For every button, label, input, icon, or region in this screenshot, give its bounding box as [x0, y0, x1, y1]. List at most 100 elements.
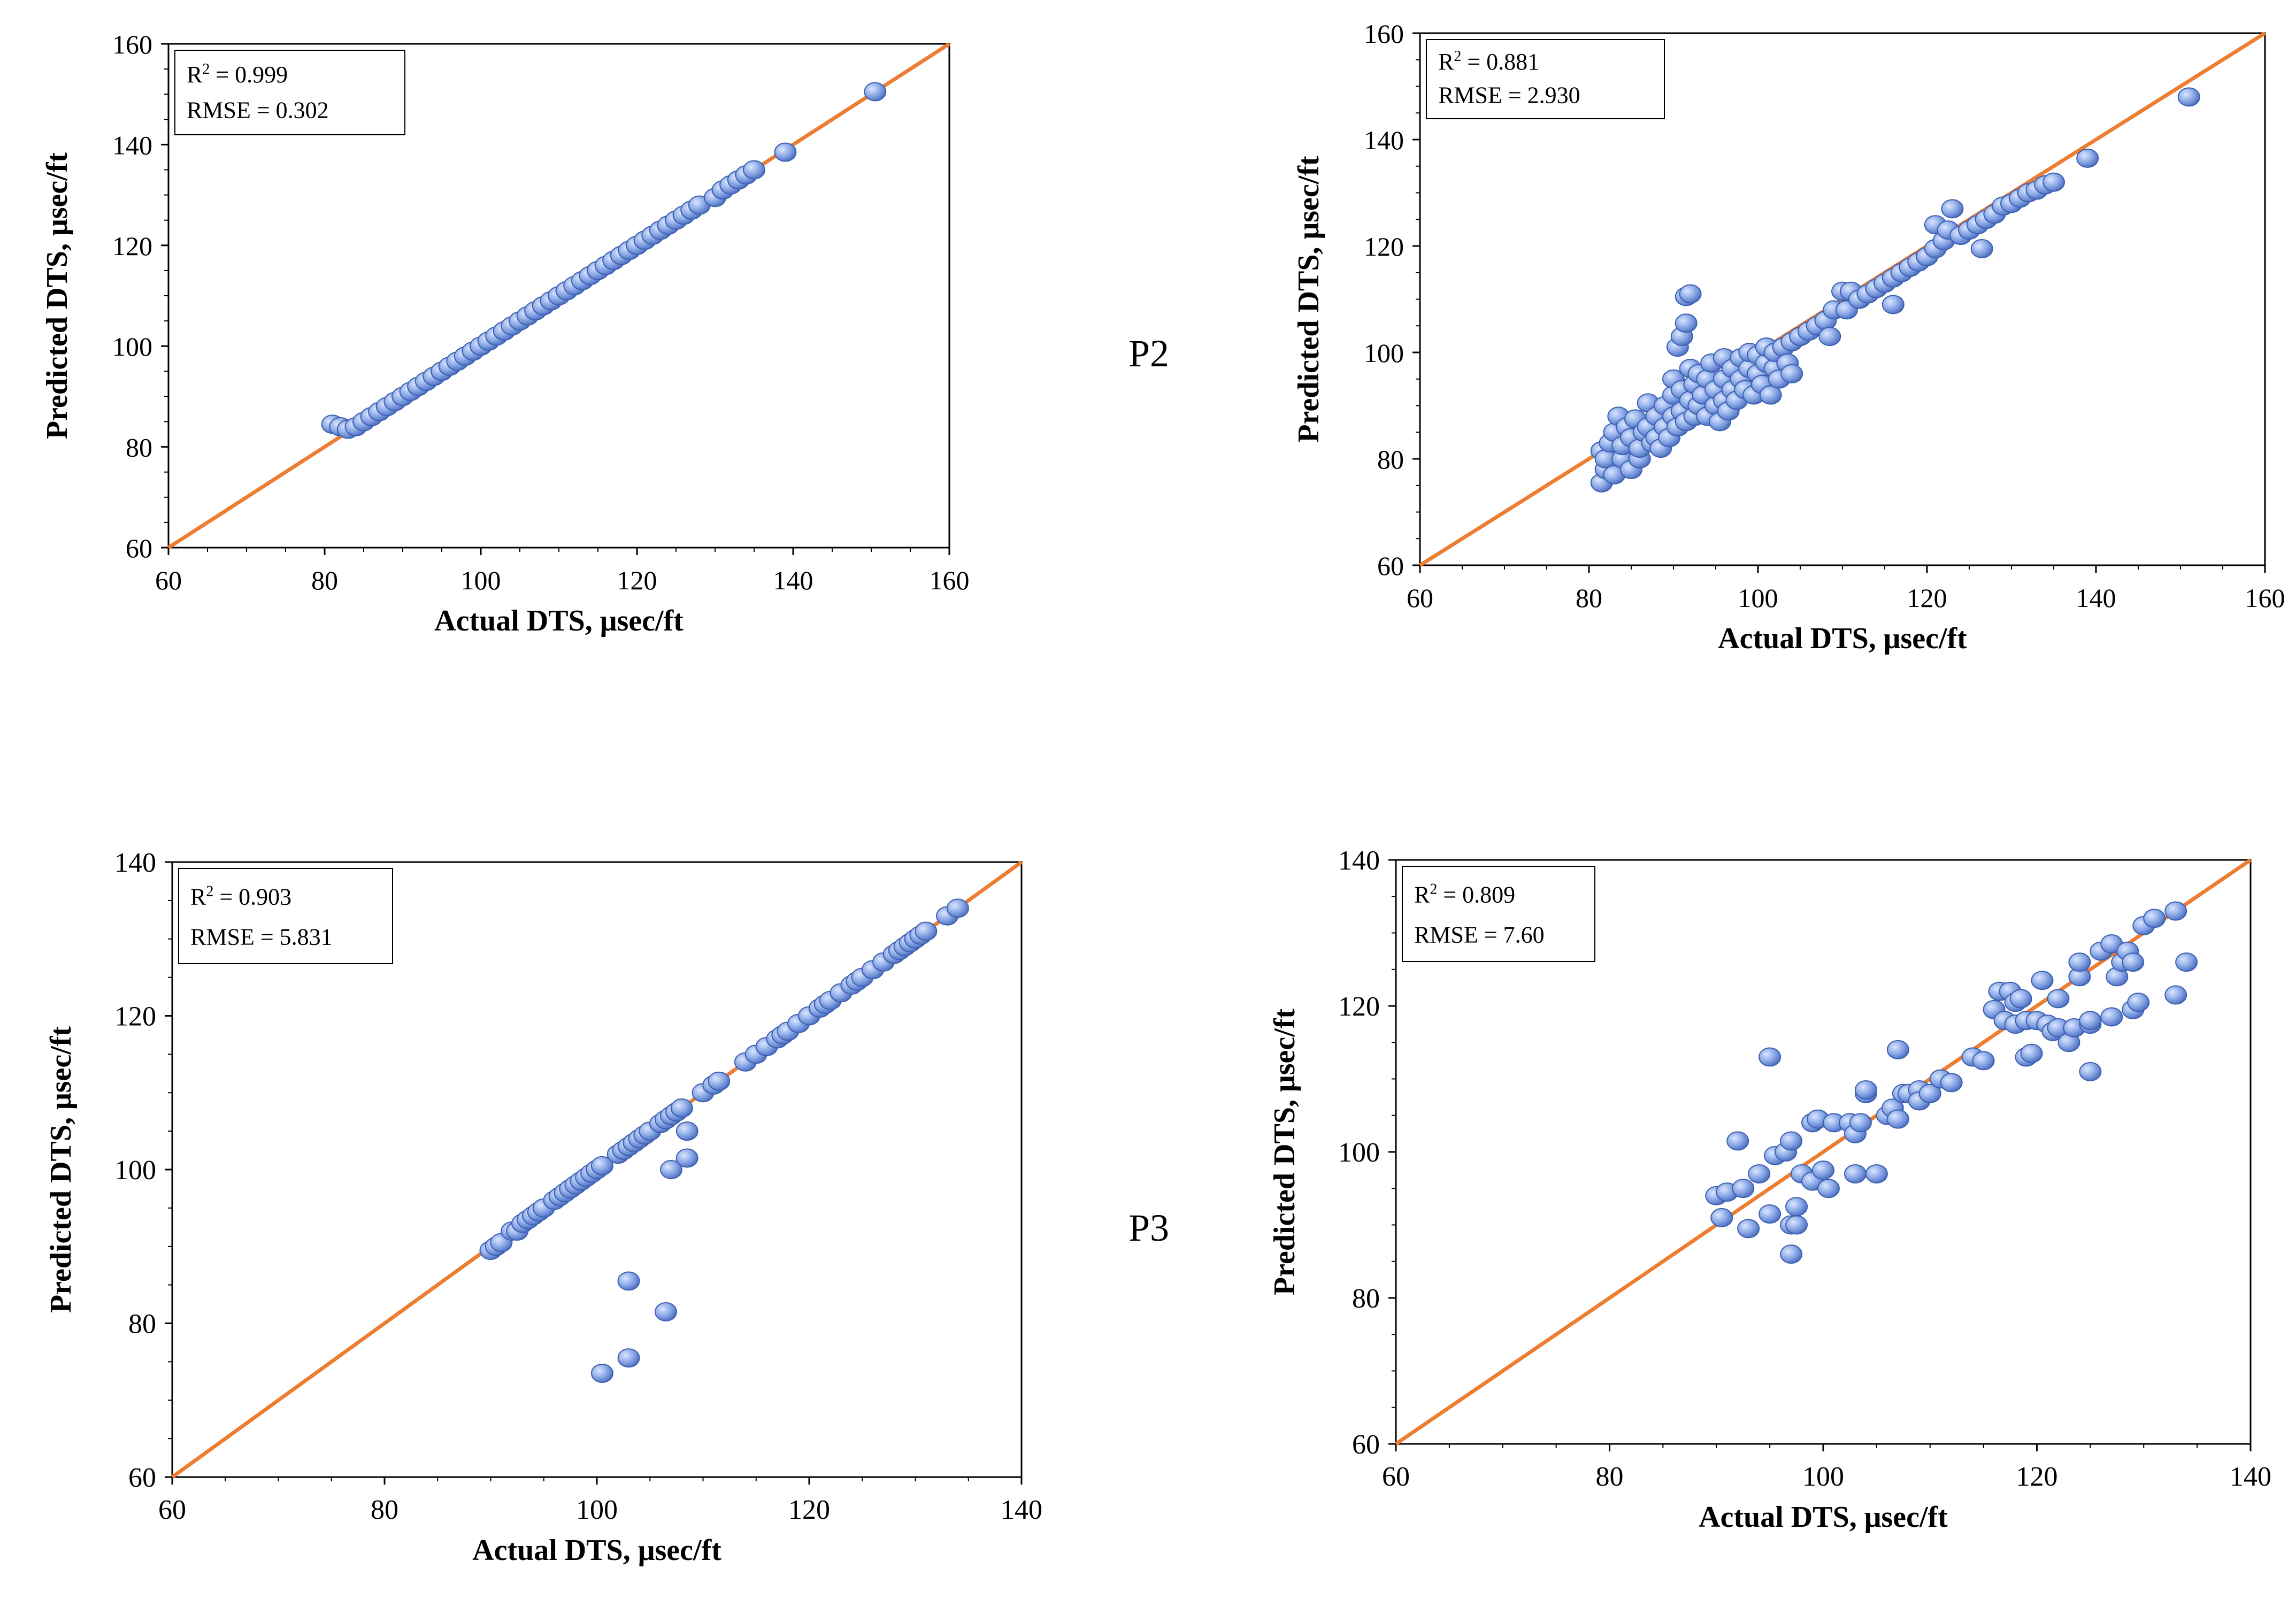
y-tick-label: 60	[128, 1463, 156, 1493]
data-points	[479, 898, 969, 1383]
data-point	[1710, 1208, 1733, 1227]
data-point	[2020, 1043, 2043, 1063]
x-tick-label: 100	[1802, 1462, 1844, 1492]
data-point	[1817, 1179, 1840, 1198]
y-axis-label: Predicted DTS, μsec/ft	[44, 1026, 78, 1313]
data-point	[946, 898, 969, 918]
rmse-text: RMSE = 5.831	[190, 924, 333, 950]
data-point	[1737, 1219, 1760, 1239]
y-tick-label: 80	[128, 1309, 156, 1340]
y-tick-label: 80	[126, 433, 152, 463]
x-tick-label: 120	[617, 565, 657, 595]
y-tick-label: 100	[112, 332, 152, 362]
data-point	[1844, 1164, 1867, 1183]
x-tick-label: 160	[930, 565, 970, 595]
chart-top-right: 60 80 100 120 140 160 60 80 100 120 140 160 Actual D…	[1292, 19, 2285, 655]
rmse-text: RMSE = 7.60	[1414, 921, 1545, 948]
x-tick-label: 60	[158, 1495, 186, 1525]
data-point	[1818, 327, 1841, 347]
y-tick-label: 80	[1377, 444, 1404, 474]
y-tick-label: 140	[114, 848, 156, 878]
y-axis-label: Predicted DTS, μsec/ft	[1268, 1009, 1301, 1296]
y-tick-label: 60	[1377, 551, 1404, 581]
data-point	[1849, 1113, 1872, 1133]
x-tick-label: 140	[1001, 1495, 1042, 1525]
data-point	[2143, 909, 2166, 928]
x-axis-label: Actual DTS, μsec/ft	[434, 604, 684, 637]
x-axis-label: Actual DTS, μsec/ft	[1699, 1501, 1948, 1534]
data-point	[617, 1271, 640, 1291]
r2-text: R2 = 0.809	[1414, 881, 1515, 908]
x-tick-label: 160	[2245, 583, 2285, 613]
stats-box: R2 = 0.881 RMSE = 2.930	[1426, 39, 1665, 119]
data-point	[1886, 1040, 1909, 1059]
y-tick-label: 60	[126, 533, 152, 563]
data-point	[675, 1121, 698, 1141]
data-point	[2127, 993, 2150, 1012]
y-axis-label: Predicted DTS, μsec/ft	[41, 152, 74, 440]
data-point	[2100, 1007, 2123, 1027]
chart-bottom-right: 60 80 100 120 140 60 80 100 120 140 Actual DTS, μs…	[1268, 845, 2271, 1534]
data-point	[1970, 239, 1993, 258]
data-point	[2079, 1062, 2102, 1081]
data-point	[1780, 364, 1803, 383]
y-tick-label: 60	[1352, 1429, 1380, 1460]
rmse-text: RMSE = 0.302	[187, 97, 329, 123]
y-axis-label: Predicted DTS, μsec/ft	[1292, 156, 1325, 443]
data-point	[617, 1348, 640, 1368]
data-point	[1780, 1244, 1803, 1264]
x-tick-label: 100	[576, 1495, 618, 1525]
x-tick-label: 120	[2016, 1462, 2058, 1492]
x-tick-label: 100	[1738, 583, 1778, 613]
row-label-p3: P3	[1128, 1206, 1170, 1249]
r2-text: R2 = 0.999	[187, 61, 288, 88]
data-point	[1918, 1083, 1941, 1103]
data-point	[2122, 952, 2145, 972]
data-point	[2068, 952, 2091, 972]
y-tick-label: 100	[1338, 1137, 1380, 1168]
data-point	[2031, 971, 2054, 990]
data-point	[1865, 1164, 1888, 1183]
data-point	[659, 1160, 682, 1179]
y-tick-label: 120	[114, 1002, 156, 1032]
stats-box: R2 = 0.903 RMSE = 5.831	[178, 868, 393, 964]
data-point	[1940, 1073, 1963, 1093]
chart-top-left: 60 80 100 120 140 160 60 80 100 120 140 160 Actual D…	[41, 29, 970, 637]
stats-box-frame	[1402, 866, 1595, 962]
y-tick-label: 80	[1352, 1283, 1380, 1314]
y-tick-label: 140	[1364, 125, 1404, 155]
x-tick-label: 60	[1407, 583, 1433, 613]
data-point	[2164, 985, 2187, 1005]
x-tick-label: 80	[311, 565, 338, 595]
x-tick-label: 80	[371, 1495, 398, 1525]
data-point	[590, 1363, 613, 1383]
data-point	[2175, 952, 2198, 972]
x-tick-label: 80	[1576, 583, 1602, 613]
data-point	[1748, 1164, 1771, 1183]
r2-text: R2 = 0.903	[190, 883, 291, 910]
y-tick-label: 120	[1364, 232, 1404, 262]
data-point	[1759, 1204, 1781, 1224]
stats-box-frame	[178, 868, 393, 964]
data-point	[743, 160, 765, 180]
data-point	[1726, 1131, 1749, 1151]
data-point	[2177, 87, 2200, 107]
x-axis-label: Actual DTS, μsec/ft	[472, 1534, 721, 1567]
y-tick-label: 100	[114, 1155, 156, 1186]
data-point	[670, 1098, 693, 1118]
x-tick-label: 140	[2076, 583, 2116, 613]
data-point	[1780, 1131, 1803, 1151]
x-tick-label: 120	[1907, 583, 1947, 613]
data-point	[1785, 1197, 1808, 1217]
data-point	[708, 1071, 731, 1091]
y-tick-label: 160	[1364, 19, 1404, 49]
data-point	[675, 1148, 698, 1168]
data-point	[655, 1302, 678, 1321]
x-tick-label: 140	[773, 565, 813, 595]
x-tick-label: 120	[788, 1495, 830, 1525]
data-points	[1705, 901, 2198, 1264]
data-point	[1785, 1215, 1808, 1235]
x-tick-label: 60	[155, 565, 182, 595]
row-label-p2: P2	[1128, 332, 1170, 375]
